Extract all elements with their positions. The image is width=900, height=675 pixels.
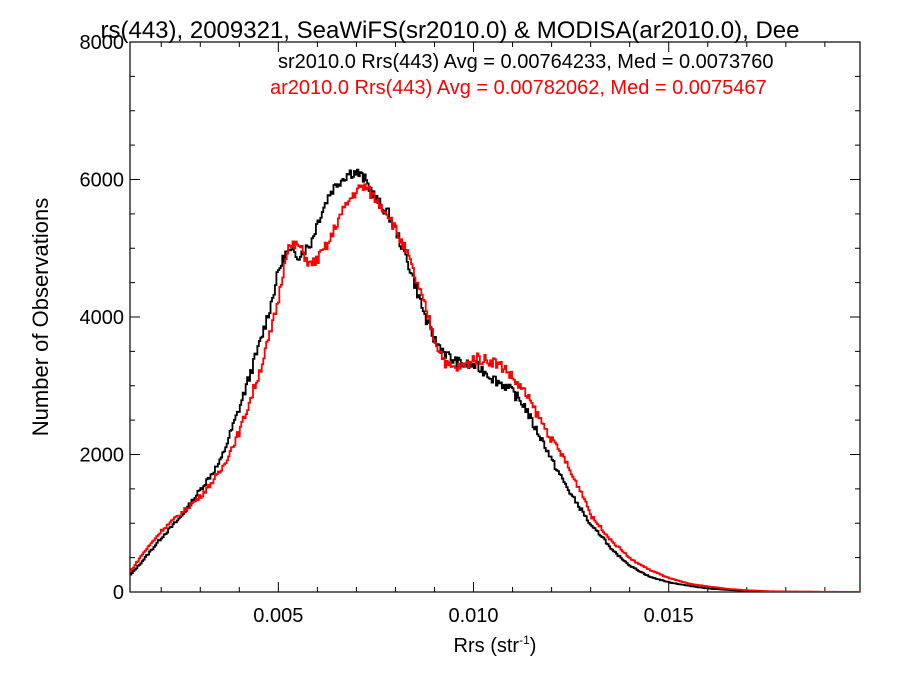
- y-tick-label: 8000: [80, 32, 125, 54]
- x-tick-label: 0.015: [644, 605, 694, 627]
- plot-frame: [129, 41, 861, 593]
- legend-entry-sr2010: sr2010.0 Rrs(443) Avg = 0.00764233, Med …: [278, 51, 774, 73]
- chart-title: rs(443), 2009321, SeaWiFS(sr2010.0) & MO…: [101, 17, 800, 44]
- y-axis-ticks: 0 2000 4000 6000 8000: [80, 32, 860, 604]
- y-tick-label: 0: [113, 582, 124, 604]
- y-tick-label: 2000: [80, 445, 125, 467]
- y-tick-label: 4000: [80, 307, 125, 329]
- series-layer: [130, 168, 860, 592]
- plot-border: [129, 41, 861, 593]
- x-tick-label: 0.010: [448, 605, 498, 627]
- legend-entry-ar2010: ar2010.0 Rrs(443) Avg = 0.00782062, Med …: [270, 77, 767, 99]
- y-axis-label: Number of Observations: [28, 198, 53, 436]
- x-axis-label-close: ): [530, 635, 537, 657]
- x-axis-ticks: 0.005 0.010 0.015: [160, 42, 826, 627]
- x-axis-label: Rrs (str-1): [454, 633, 537, 657]
- x-axis-label-main: Rrs (str: [454, 635, 520, 657]
- series-line-sr2010: [130, 168, 860, 592]
- series-line-ar2010: [130, 183, 860, 592]
- x-tick-label: 0.005: [253, 605, 303, 627]
- y-tick-label: 6000: [80, 170, 125, 192]
- x-axis-label-sup: -1: [519, 633, 530, 647]
